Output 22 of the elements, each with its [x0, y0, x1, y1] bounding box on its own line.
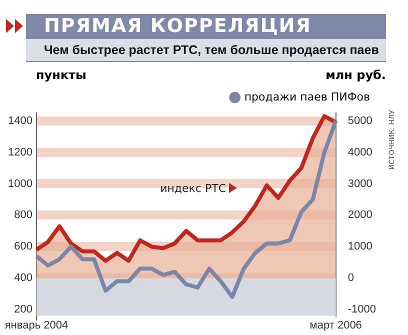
y2-tick-label: 3000: [348, 178, 372, 190]
y2-tick-label: -1000: [348, 304, 376, 316]
chart-title: ПРЯМАЯ КОРРЕЛЯЦИЯ: [26, 14, 386, 39]
y-tick-label: 600: [14, 240, 32, 253]
y2-tick-label: 1000: [348, 240, 372, 253]
x-tick-label: январь 2004: [4, 319, 68, 332]
y-tick-label: 200: [14, 304, 32, 316]
legend-label: продажи паев ПИФов: [244, 90, 370, 104]
chart-subtitle: Чем быстрее растет РТС, тем больше продается паев: [26, 39, 386, 62]
x-tick-label: март 2006: [310, 319, 362, 332]
y-tick-label: 400: [14, 272, 32, 284]
y2-tick-label: 2000: [348, 209, 372, 222]
y-tick-label: 1000: [8, 178, 32, 190]
y2-tick-label: 5000: [348, 114, 372, 127]
y-tick-label: 1400: [8, 114, 32, 127]
y2-axis-title: млн руб.: [326, 68, 386, 82]
y2-tick-label: 4000: [348, 146, 372, 158]
text: индекс РТС: [160, 182, 226, 195]
y-axis-title: пункты: [36, 68, 86, 82]
y2-tick-label: 0: [348, 272, 354, 284]
y-tick-label: 800: [14, 209, 32, 222]
y-tick-label: 1200: [8, 146, 32, 158]
